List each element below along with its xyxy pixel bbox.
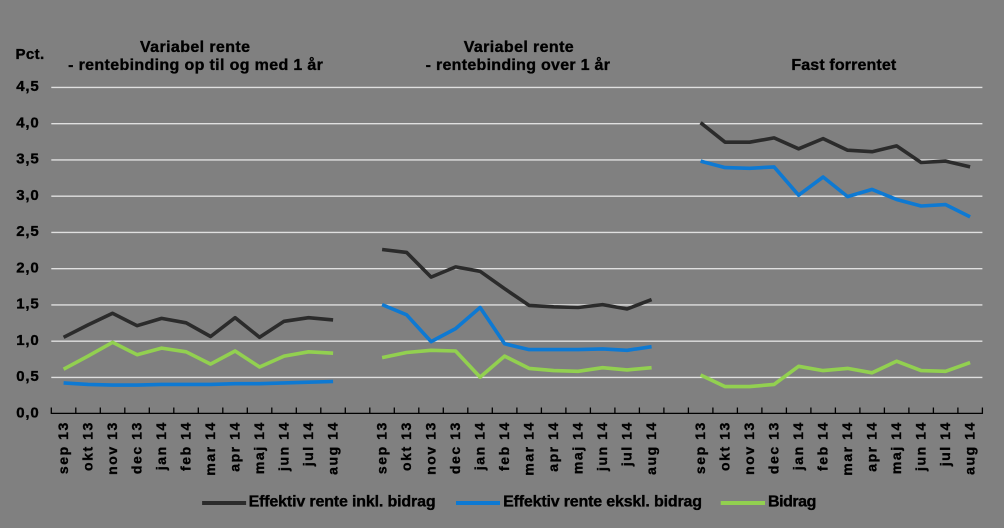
svg-text:jul 14: jul 14 [300,421,316,467]
svg-text:jun 14: jun 14 [276,421,292,472]
svg-text:maj 14: maj 14 [570,421,586,474]
svg-text:mar 14: mar 14 [839,421,855,475]
svg-text:okt 13: okt 13 [398,421,414,471]
svg-text:Bidrag: Bidrag [768,494,816,511]
svg-text:feb 14: feb 14 [815,421,831,471]
svg-text:1,0: 1,0 [16,332,39,349]
svg-text:jun 14: jun 14 [913,421,929,472]
svg-text:sep 13: sep 13 [692,421,708,474]
svg-text:Variabel rente: Variabel rente [464,39,574,56]
svg-text:4,0: 4,0 [16,114,39,131]
svg-text:3,0: 3,0 [16,187,39,204]
svg-text:Variabel rente: Variabel rente [140,39,250,56]
svg-text:mar 14: mar 14 [202,421,218,475]
svg-text:apr 14: apr 14 [227,421,243,472]
svg-text:2,0: 2,0 [16,259,39,276]
svg-text:dec 13: dec 13 [447,421,463,474]
svg-text:0,5: 0,5 [16,368,39,385]
svg-text:dec 13: dec 13 [766,421,782,474]
svg-text:apr 14: apr 14 [545,421,561,472]
svg-text:Effektiv rente inkl. bidrag: Effektiv rente inkl. bidrag [249,494,436,511]
svg-text:jan 14: jan 14 [790,421,806,471]
svg-text:feb 14: feb 14 [496,421,512,471]
svg-text:apr 14: apr 14 [864,421,880,472]
svg-text:maj 14: maj 14 [888,421,904,474]
svg-text:- rentebinding op til og med 1: - rentebinding op til og med 1 år [68,56,323,74]
svg-text:dec 13: dec 13 [129,421,145,474]
svg-text:jan 14: jan 14 [472,421,488,471]
svg-text:- rentebinding over 1 år: - rentebinding over 1 år [426,56,610,74]
svg-text:okt 13: okt 13 [80,421,96,471]
svg-text:Fast forrentet: Fast forrentet [791,57,897,74]
svg-text:0,0: 0,0 [16,404,39,421]
svg-text:jul 14: jul 14 [937,421,953,467]
svg-text:1,5: 1,5 [16,296,39,313]
svg-text:aug 14: aug 14 [962,421,978,475]
svg-text:aug 14: aug 14 [325,421,341,475]
svg-text:sep 13: sep 13 [55,421,71,474]
svg-text:sep 13: sep 13 [374,421,390,474]
svg-text:maj 14: maj 14 [251,421,267,474]
svg-text:jul 14: jul 14 [619,421,635,467]
svg-text:jan 14: jan 14 [153,421,169,471]
svg-text:nov 13: nov 13 [423,421,439,475]
svg-text:nov 13: nov 13 [741,421,757,475]
svg-text:Effektiv rente ekskl. bidrag: Effektiv rente ekskl. bidrag [503,494,702,511]
svg-text:jun 14: jun 14 [594,421,610,472]
svg-text:aug 14: aug 14 [643,421,659,475]
svg-text:2,5: 2,5 [16,223,39,240]
svg-text:4,5: 4,5 [16,78,39,95]
svg-text:okt 13: okt 13 [717,421,733,471]
svg-text:nov 13: nov 13 [104,421,120,475]
svg-text:Pct.: Pct. [16,46,45,63]
svg-text:3,5: 3,5 [16,151,39,168]
svg-text:feb 14: feb 14 [178,421,194,471]
svg-text:mar 14: mar 14 [521,421,537,475]
